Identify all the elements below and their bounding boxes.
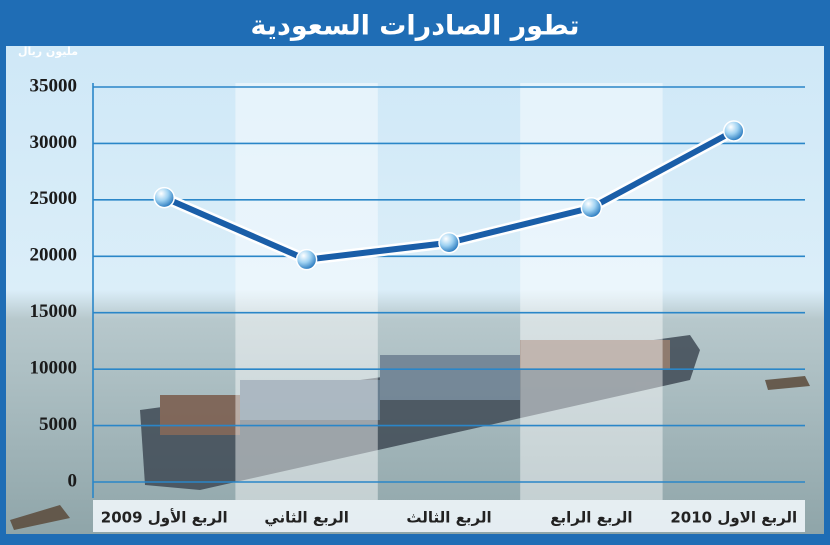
x-tick-label: الربع الأول 2009 [101, 509, 228, 527]
background [6, 46, 824, 534]
column-shade [235, 83, 378, 500]
point [153, 186, 175, 209]
category-band [93, 500, 805, 532]
photo-ship [10, 335, 810, 530]
column-shade [520, 83, 663, 500]
y-tick-label: 20000 [30, 245, 78, 266]
chart-title: تطور الصادرات السعودية [250, 11, 579, 42]
x-tick-label: الربع الاول 2010 [670, 509, 797, 527]
y-tick-label: 5000 [39, 414, 77, 435]
point [723, 120, 745, 142]
y-tick-label: 25000 [30, 188, 78, 209]
y-tick-label: 30000 [30, 132, 78, 153]
x-tick-label: الربع الرابع [550, 509, 632, 527]
title-bar [6, 4, 824, 46]
x-tick-label: الربع الثالث [406, 509, 491, 527]
point [438, 231, 460, 254]
point [580, 197, 603, 219]
y-tick-label: 35000 [30, 75, 78, 96]
y-axis-label: مليون ريال [18, 45, 78, 58]
point [295, 248, 318, 271]
y-tick-label: 10000 [30, 358, 78, 379]
y-tick-label: 0 [68, 470, 78, 491]
y-tick-label: 15000 [30, 301, 78, 322]
x-tick-label: الربع الثاني [264, 509, 349, 527]
